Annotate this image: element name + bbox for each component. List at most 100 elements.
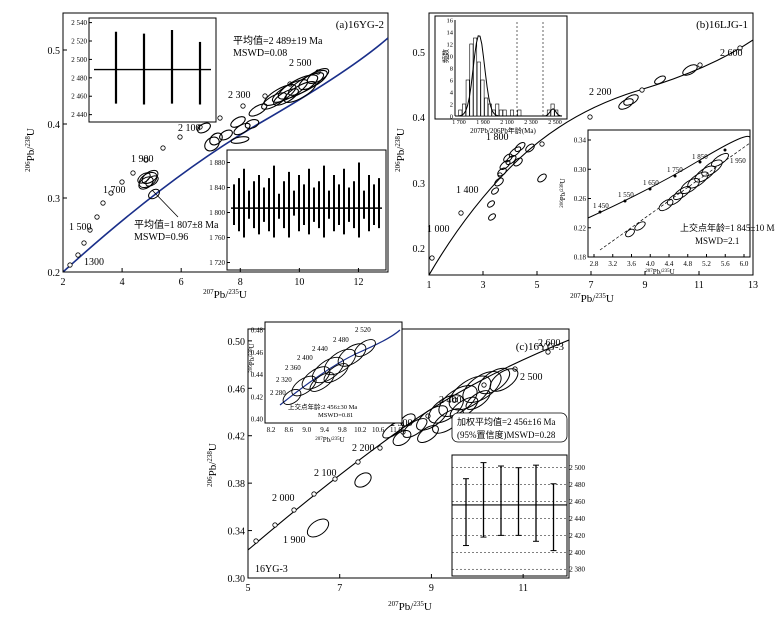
panel-a-age-1700: 1 700 — [103, 185, 126, 196]
panel-c-bar-inset: 2 500 2 480 2 460 2 440 2 420 2 400 2 380 — [451, 454, 586, 577]
panel-a-inset-lower-ytick: 1 840 — [209, 184, 225, 192]
panel-b-xtick-label: 1 — [427, 280, 432, 291]
panel-b-hist-bar — [498, 109, 503, 117]
panel-a-xtick-label: 12 — [353, 277, 363, 288]
panel-b-ellipses — [487, 64, 698, 221]
panel-a-age-1900: 1 900 — [131, 154, 154, 165]
panel-b-inset-age-labels: 1 450 1 550 1 650 1 750 1 850 1 950 — [593, 153, 746, 210]
panel-b-age-1400: 1 400 — [456, 185, 479, 196]
panel-a-mswd-lower: MSWD=0.96 — [134, 232, 188, 243]
panel-c-bar-ytick: 2 500 — [569, 464, 585, 472]
panel-a-concordia-curve — [63, 37, 388, 272]
panel-a-inset-lower-ytick: 1 800 — [209, 209, 225, 217]
panel-b-xtick-label: 13 — [748, 280, 758, 291]
panel-a-ytick-label: 0.5 — [48, 46, 61, 57]
panel-c-concordia-inset: 2 280 2 320 2 360 2 400 2 440 2 480 2 52… — [248, 321, 403, 444]
panel-c-inset-xtick: 10.2 — [354, 426, 367, 434]
panel-b-inset-ytick: 0.22 — [574, 224, 587, 232]
panel-b-inset-ellipses — [625, 152, 729, 238]
panel-b-hist-ytick: 8 — [450, 66, 453, 73]
panel-b-hist-xtick: 1 900 — [476, 120, 490, 126]
panel-c-ytick-label: 0.46 — [228, 384, 246, 395]
panel-b-inset-ytick: 0.18 — [574, 254, 587, 262]
panel-b-hist-ytick: 6 — [450, 78, 454, 85]
panel-a: (a)16YG-2 — [24, 12, 389, 301]
panel-b-inset-ytick: 0.30 — [574, 166, 587, 174]
panel-c-bar-ytick: 2 380 — [569, 566, 585, 574]
panel-b-xtick-label: 5 — [535, 280, 540, 291]
panel-a-ylabel: 206Pb/238U — [24, 128, 37, 172]
panel-c-mean: 加权平均值=2 456±16 Ma — [457, 416, 556, 427]
panel-a-mean-upper: 平均值=2 489±19 Ma — [233, 34, 323, 47]
panel-b-inset-curve — [587, 135, 751, 219]
panel-b-inset-frame — [587, 129, 751, 258]
panel-b-hist-xtick: 1 700 — [452, 120, 466, 126]
panel-b-age-labels: 1 000 1 400 1 800 2 200 2 600 — [427, 48, 743, 235]
panel-c-age-2200: 2 200 — [352, 443, 375, 454]
panel-b-xtick-label: 3 — [481, 280, 486, 291]
panel-c-inset-ytick: 0.40 — [251, 416, 264, 424]
panel-b-inset-1650: 1 650 — [643, 179, 659, 187]
panel-b-hist-ytick: 14 — [447, 30, 454, 37]
panel-a-inset-upper-ytick: 2 440 — [71, 111, 87, 119]
panel-a-ellipses-lower — [137, 169, 160, 200]
panel-b-inset-intercept: 上交点年龄=1 845±10 Ma — [680, 222, 775, 233]
panel-b: (b)16LJG-1 — [394, 12, 775, 305]
panel-c-inset-xtick: 9.0 — [302, 426, 311, 434]
panel-b-inset-1450: 1 450 — [593, 202, 609, 210]
panel-b-hist-ytick: 0 — [450, 114, 453, 121]
panel-c-inset-ylabel: 206Pb/238U — [248, 343, 256, 372]
panel-a-xlabel: 207Pb/235U — [203, 288, 247, 301]
panel-b-age-1800: 1 800 — [486, 132, 509, 143]
panel-a-inset-upper-ytick: 2 540 — [71, 19, 87, 27]
panel-c-xtick-label: 7 — [337, 583, 342, 594]
panel-c-inset-xtick: 9.4 — [320, 426, 329, 434]
panel-a-inset-upper-ytick: 2 520 — [71, 38, 87, 46]
panel-c-inset-curve — [279, 329, 401, 406]
panel-a-xtick-label: 2 — [61, 277, 66, 288]
panel-c-bar-ytick: 2 480 — [569, 481, 585, 489]
panel-b-inset-xtick: 5.2 — [702, 260, 711, 268]
panel-c-xtick-label: 5 — [246, 583, 251, 594]
panel-b-inset-1550: 1 550 — [618, 191, 634, 199]
panel-b-inset-1750: 1 750 — [667, 166, 683, 174]
panel-a-mswd-upper: MSWD=0.08 — [233, 48, 287, 59]
panel-c-inset-xtick: 11.0 — [390, 426, 402, 434]
panel-a-ellipses-upper — [197, 68, 330, 152]
panel-a-age-1500: 1 500 — [69, 222, 92, 233]
panel-a-ytick-label: 0.4 — [48, 120, 61, 131]
panel-a-xtick-label: 4 — [120, 277, 125, 288]
panel-a-inset-upper-ytick: 2 460 — [71, 93, 87, 101]
panel-b-inset-xtick: 4.8 — [683, 260, 692, 268]
panel-b-inset-xtick: 2.8 — [590, 260, 599, 268]
panel-a-inset-lower-ytick: 1 760 — [209, 234, 225, 242]
panel-b-y-0.5: 0.5 — [413, 48, 426, 59]
panel-a-ytick-label: 0.2 — [48, 268, 61, 279]
panel-b-hist-ytick: 2 — [450, 102, 453, 109]
panel-b-y-0.3: 0.3 — [413, 179, 426, 190]
panel-a-age-1300: 1300 — [84, 257, 104, 268]
panel-a-mean-lower: 平均值=1 807±8 Ma — [134, 218, 219, 231]
panel-a-inset-upper-ytick: 2 500 — [71, 56, 87, 64]
panel-a-inset-upper: 2 540 2 520 2 500 2 480 2 460 2 440 — [71, 17, 217, 123]
panel-c-label: (c)16YG-3 — [516, 341, 565, 353]
panel-b-inset-xtick: 4.0 — [646, 260, 655, 268]
panel-c-inset-2320: 2 320 — [276, 376, 292, 384]
panel-c-inset-xtick: 10.6 — [372, 426, 385, 434]
panel-c-inset-2360: 2 360 — [285, 364, 301, 372]
panel-b-hist-bar — [473, 37, 478, 117]
panel-c-ellipses — [306, 367, 519, 538]
panel-c-mswd: (95%置信度)MSWD=0.28 — [457, 429, 556, 440]
panel-a-inset-lower: 1 880 1 840 1 800 1 760 1 720 — [209, 149, 387, 271]
panel-c-inset-2400: 2 400 — [297, 354, 313, 362]
panel-a-xtick-label: 8 — [238, 277, 243, 288]
panel-c-inset-ytick: 0.42 — [251, 393, 264, 401]
panel-c-inset-mswd: MSWD=0.81 — [318, 412, 353, 419]
panel-b-inset-xtick: 3.6 — [627, 260, 636, 268]
panel-a-ytick-label: 0.3 — [48, 194, 61, 205]
panel-b-inset-ytick: 0.26 — [574, 195, 587, 203]
panel-c-bar-ytick: 2 420 — [569, 532, 585, 540]
panel-c-xtick-label: 11 — [518, 583, 528, 594]
panel-b-inset-xtick: 3.2 — [608, 260, 617, 268]
panel-c-bar-ytick: 2 400 — [569, 549, 585, 557]
